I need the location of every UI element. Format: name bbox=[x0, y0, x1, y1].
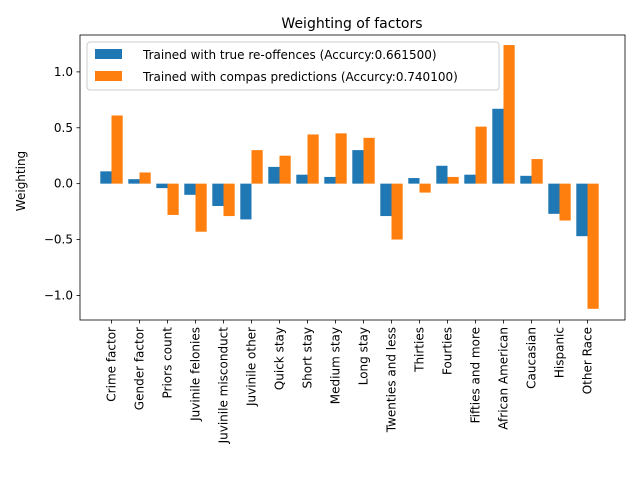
x-tick-label-african-american: African American bbox=[497, 327, 511, 430]
bar-true-reoffences-short-stay bbox=[296, 174, 308, 184]
bar-true-reoffences-fifties-and-more bbox=[464, 174, 476, 184]
bar-compas-predictions-fifties-and-more bbox=[475, 126, 487, 184]
x-tick-label-thirties: Thirties bbox=[413, 327, 427, 373]
bar-true-reoffences-african-american bbox=[492, 108, 504, 184]
x-tick-label-juvinile-other: Juvinile other bbox=[245, 327, 259, 407]
x-tick-label-quick-stay: Quick stay bbox=[273, 327, 287, 390]
bar-true-reoffences-gender-factor bbox=[128, 179, 140, 184]
x-tick-label-short-stay: Short stay bbox=[301, 327, 315, 388]
bar-compas-predictions-long-stay bbox=[363, 137, 375, 184]
bar-compas-predictions-crime-factor bbox=[111, 115, 123, 184]
bar-compas-predictions-hispanic bbox=[559, 183, 571, 221]
x-tick-label-fifties-and-more: Fifties and more bbox=[469, 327, 483, 423]
bar-true-reoffences-other-race bbox=[576, 183, 588, 237]
chart-title: Weighting of factors bbox=[281, 16, 422, 32]
bar-true-reoffences-juvinile-felonies bbox=[184, 183, 196, 195]
bar-true-reoffences-long-stay bbox=[352, 150, 364, 184]
bar-true-reoffences-fourties bbox=[436, 165, 448, 184]
x-tick-label-other-race: Other Race bbox=[581, 327, 595, 394]
bar-compas-predictions-african-american bbox=[503, 45, 515, 184]
x-tick-label-priors-count: Priors count bbox=[161, 327, 175, 399]
legend-swatch-true-reoffences bbox=[95, 49, 122, 59]
x-tick-label-medium-stay: Medium stay bbox=[329, 327, 343, 404]
bar-compas-predictions-juvinile-other bbox=[251, 150, 263, 184]
bar-true-reoffences-medium-stay bbox=[324, 176, 336, 184]
legend-label-true-reoffences: Trained with true re-offences (Accurcy:0… bbox=[142, 48, 437, 62]
bars bbox=[100, 45, 599, 309]
bar-compas-predictions-juvinile-felonies bbox=[195, 183, 207, 232]
bar-true-reoffences-hispanic bbox=[548, 183, 560, 214]
x-tick-label-juvinile-misconduct: Juvinile misconduct bbox=[217, 327, 231, 445]
x-tick-label-fourties: Fourties bbox=[441, 327, 455, 375]
bar-compas-predictions-caucasian bbox=[531, 159, 543, 184]
x-tick-label-caucasian: Caucasian bbox=[525, 327, 539, 389]
y-tick-label: −0.5 bbox=[44, 233, 73, 247]
bar-true-reoffences-caucasian bbox=[520, 175, 532, 184]
bar-compas-predictions-juvinile-misconduct bbox=[223, 183, 235, 217]
bar-compas-predictions-quick-stay bbox=[279, 155, 291, 184]
bar-true-reoffences-juvinile-misconduct bbox=[212, 183, 224, 206]
bar-true-reoffences-priors-count bbox=[156, 183, 168, 189]
bar-compas-predictions-twenties-and-less bbox=[391, 183, 403, 240]
x-tick-label-crime-factor: Crime factor bbox=[105, 327, 119, 402]
x-axis-ticks: Crime factor Gender factor Priors count Juv… bbox=[105, 320, 595, 444]
y-axis-ticks: −1.0 −0.5 0.0 0.5 1.0 bbox=[44, 65, 80, 302]
bar-compas-predictions-medium-stay bbox=[335, 133, 347, 184]
legend: Trained with true re-offences (Accurcy:0… bbox=[86, 41, 500, 91]
legend-swatch-compas-predictions bbox=[95, 71, 122, 81]
legend-box bbox=[86, 41, 500, 91]
bar-true-reoffences-twenties-and-less bbox=[380, 183, 392, 217]
x-tick-label-long-stay: Long stay bbox=[357, 327, 371, 385]
y-tick-label: 0.5 bbox=[54, 121, 73, 135]
y-tick-label: 1.0 bbox=[54, 65, 73, 79]
bar-true-reoffences-crime-factor bbox=[100, 171, 112, 184]
legend-label-compas-predictions: Trained with compas predictions (Accurcy… bbox=[142, 70, 458, 84]
bar-compas-predictions-other-race bbox=[587, 183, 599, 309]
bar-compas-predictions-thirties bbox=[419, 183, 431, 193]
x-tick-label-hispanic: Hispanic bbox=[553, 327, 567, 378]
bar-true-reoffences-quick-stay bbox=[268, 166, 280, 184]
y-axis-label: Weighting bbox=[14, 151, 28, 211]
y-tick-label: −1.0 bbox=[44, 288, 73, 302]
bar-compas-predictions-priors-count bbox=[167, 183, 179, 215]
axes-frame bbox=[79, 34, 626, 321]
bar-compas-predictions-short-stay bbox=[307, 134, 319, 184]
bar-true-reoffences-thirties bbox=[408, 178, 420, 184]
x-tick-label-juvinile-felonies: Juvinile felonies bbox=[189, 327, 203, 422]
bar-compas-predictions-fourties bbox=[447, 176, 459, 184]
bar-compas-predictions-gender-factor bbox=[139, 172, 151, 184]
y-tick-label: 0.0 bbox=[54, 177, 73, 191]
x-tick-label-gender-factor: Gender factor bbox=[133, 327, 147, 410]
bar-true-reoffences-juvinile-other bbox=[240, 183, 252, 220]
x-tick-label-twenties-and-less: Twenties and less bbox=[385, 327, 399, 433]
